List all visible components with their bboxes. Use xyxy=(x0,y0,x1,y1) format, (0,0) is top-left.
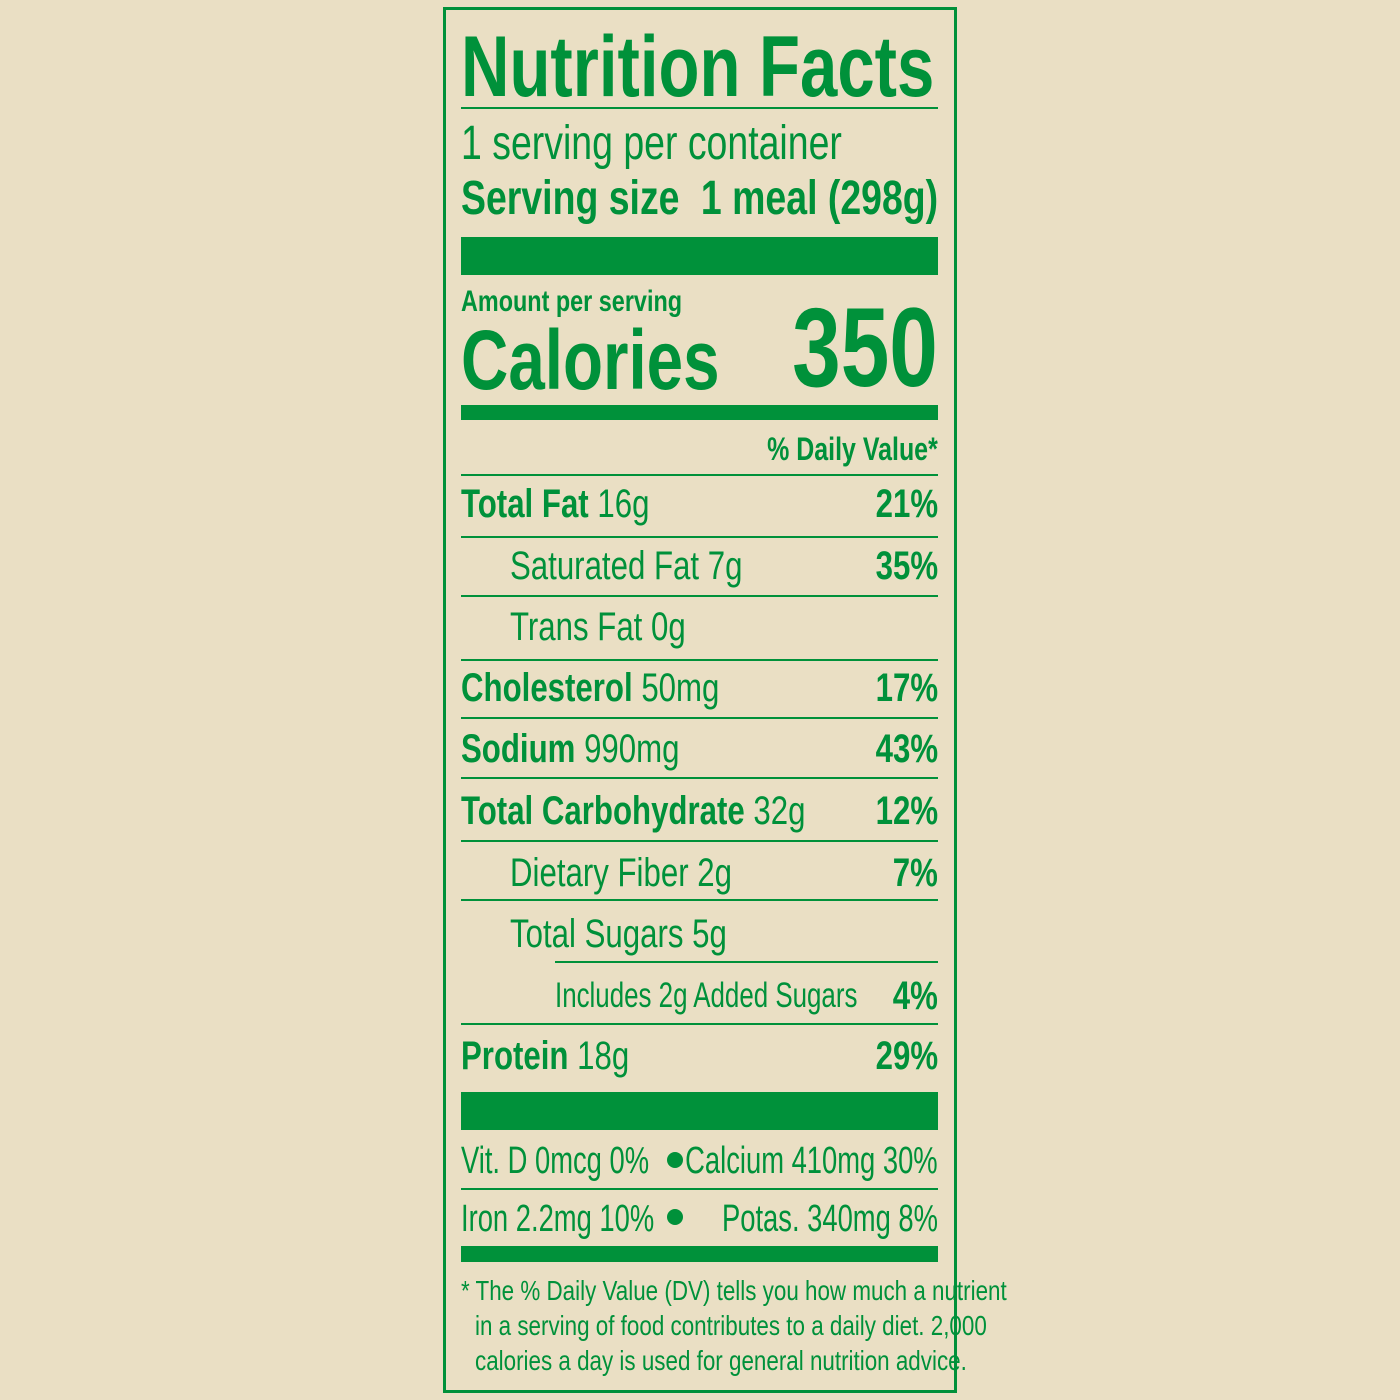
footnote-line-2: in a serving of food contributes to a da… xyxy=(475,1310,987,1341)
medium-bar xyxy=(461,1246,938,1262)
thick-bar xyxy=(461,237,938,275)
dv-sodium: 43% xyxy=(875,727,938,771)
calories-label: Calories xyxy=(461,313,720,407)
row-added-sugars: Includes 2g Added Sugars xyxy=(555,976,858,1015)
footnote-line-1: * The % Daily Value (DV) tells you how m… xyxy=(461,1275,1007,1306)
dv-total-carbohydrate: 12% xyxy=(875,789,938,833)
label-title: Nutrition Facts xyxy=(461,19,935,115)
row-saturated-fat: Saturated Fat 7g xyxy=(510,544,743,588)
amount-per-serving: Amount per serving xyxy=(461,285,683,318)
micro-iron: Iron 2.2mg 10% xyxy=(461,1198,655,1240)
row-dietary-fiber: Dietary Fiber 2g xyxy=(510,851,732,895)
dv-dietary-fiber: 7% xyxy=(892,851,938,895)
bullet-icon xyxy=(667,1209,683,1225)
dv-added-sugars: 4% xyxy=(892,974,938,1018)
bullet-icon xyxy=(667,1152,683,1168)
dv-saturated-fat: 35% xyxy=(875,544,938,588)
medium-bar xyxy=(461,405,938,420)
daily-value-header: % Daily Value* xyxy=(767,431,938,467)
micro-potassium: Potas. 340mg 8% xyxy=(722,1198,938,1240)
divider xyxy=(461,536,938,538)
divider xyxy=(461,1188,938,1190)
divider xyxy=(555,961,938,963)
row-trans-fat: Trans Fat 0g xyxy=(510,605,686,649)
divider xyxy=(461,717,938,719)
row-sodium: Sodium 990mg xyxy=(461,727,680,771)
micro-calcium: Calcium 410mg 30% xyxy=(685,1140,938,1182)
nutrition-facts-panel xyxy=(443,7,957,1393)
row-total-carbohydrate: Total Carbohydrate 32g xyxy=(461,789,806,833)
servings-per-container: 1 serving per container xyxy=(461,117,842,170)
divider xyxy=(461,595,938,597)
row-protein: Protein 18g xyxy=(461,1034,630,1078)
divider xyxy=(461,1023,938,1025)
thick-bar xyxy=(461,1092,938,1130)
divider xyxy=(461,659,938,661)
micro-vitamin-d: Vit. D 0mcg 0% xyxy=(461,1140,650,1182)
calories-value: 350 xyxy=(792,285,938,410)
serving-size-label: Serving size xyxy=(461,172,680,225)
dv-cholesterol: 17% xyxy=(875,666,938,710)
dv-total-fat: 21% xyxy=(875,482,938,526)
divider xyxy=(461,899,938,901)
row-cholesterol: Cholesterol 50mg xyxy=(461,666,720,710)
footnote-line-3: calories a day is used for general nutri… xyxy=(475,1345,967,1376)
divider xyxy=(461,840,938,842)
divider xyxy=(461,474,938,476)
row-total-sugars: Total Sugars 5g xyxy=(510,912,727,956)
divider xyxy=(461,107,938,109)
serving-size-value: 1 meal (298g) xyxy=(700,172,938,225)
row-total-fat: Total Fat 16g xyxy=(461,482,650,526)
divider xyxy=(461,777,938,779)
dv-protein: 29% xyxy=(875,1034,938,1078)
